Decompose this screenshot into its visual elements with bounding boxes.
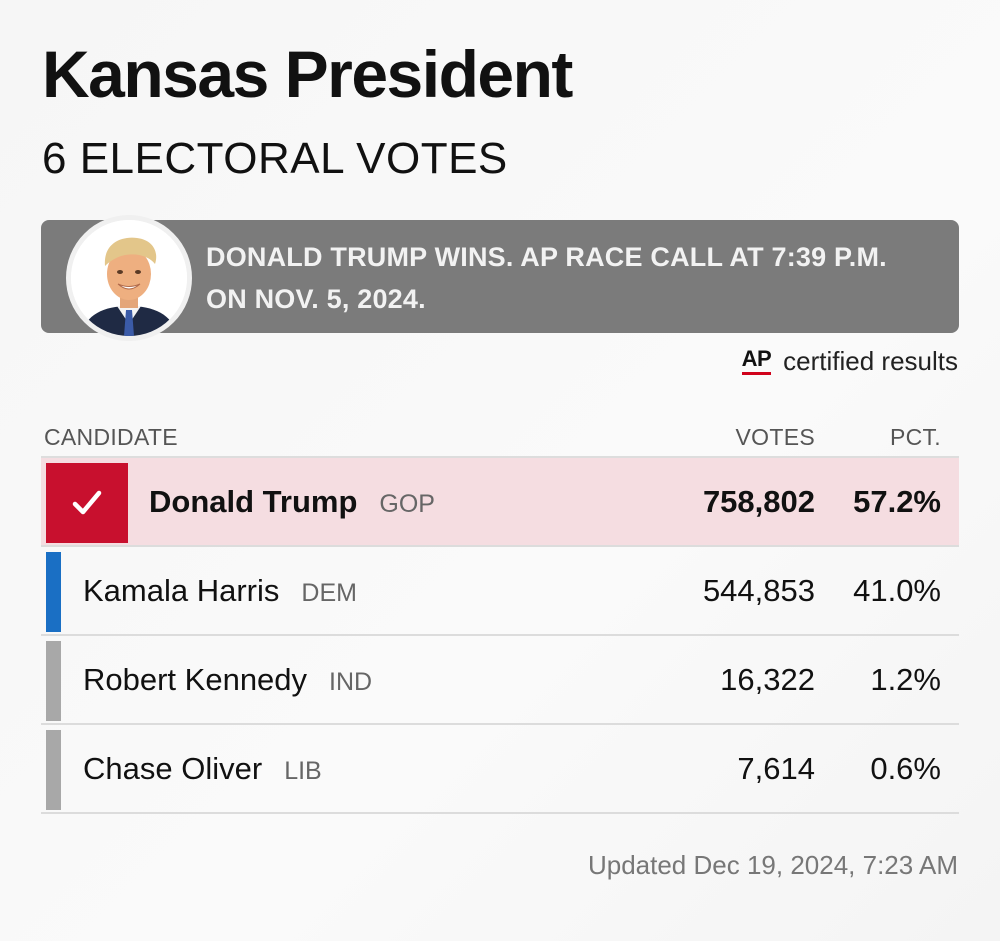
winner-avatar bbox=[66, 215, 192, 341]
party-color-bar bbox=[46, 641, 61, 721]
party-color-bar bbox=[46, 730, 61, 810]
candidate-name: Kamala Harris DEM bbox=[83, 573, 357, 608]
party-color-bar bbox=[46, 552, 61, 632]
vote-percent: 1.2% bbox=[870, 662, 941, 697]
header-pct: PCT. bbox=[889, 424, 941, 450]
party-label: GOP bbox=[379, 490, 435, 518]
candidate-name: Donald Trump GOP bbox=[149, 484, 435, 519]
vote-percent: 0.6% bbox=[870, 751, 941, 786]
candidate-name: Chase Oliver LIB bbox=[83, 751, 322, 786]
race-call-text: DONALD TRUMP WINS. AP RACE CALL AT 7:39 … bbox=[206, 242, 887, 314]
results-table: CANDIDATE VOTES PCT. Donald Trump GOP 758… bbox=[41, 418, 959, 814]
party-label: IND bbox=[329, 668, 373, 696]
vote-count: 7,614 bbox=[737, 751, 815, 786]
table-row: Kamala Harris DEM 544,853 41.0% bbox=[41, 547, 959, 636]
electoral-votes-subtitle: 6 ELECTORAL VOTES bbox=[42, 134, 508, 183]
race-call-banner bbox=[41, 220, 959, 333]
certification-source: AP certified results bbox=[741, 346, 958, 377]
table-header: CANDIDATE VOTES PCT. bbox=[41, 418, 959, 458]
header-votes: VOTES bbox=[735, 424, 815, 450]
table-row: Robert Kennedy IND 16,322 1.2% bbox=[41, 636, 959, 725]
updated-timestamp: Updated Dec 19, 2024, 7:23 AM bbox=[587, 850, 958, 880]
vote-count: 16,322 bbox=[720, 662, 815, 697]
vote-count: 758,802 bbox=[702, 484, 815, 519]
ap-logo-icon: AP bbox=[741, 348, 772, 375]
winner-check-box bbox=[46, 463, 128, 543]
vote-percent: 57.2% bbox=[853, 484, 941, 519]
party-label: LIB bbox=[284, 757, 322, 785]
checkmark-icon bbox=[72, 490, 102, 515]
table-row: Donald Trump GOP 758,802 57.2% bbox=[41, 458, 959, 547]
table-row: Chase Oliver LIB 7,614 0.6% bbox=[41, 725, 959, 814]
vote-count: 544,853 bbox=[702, 573, 815, 608]
header-candidate: CANDIDATE bbox=[44, 424, 178, 450]
page-title: Kansas President bbox=[42, 37, 573, 111]
vote-percent: 41.0% bbox=[853, 573, 941, 608]
candidate-photo-icon bbox=[71, 220, 187, 336]
certified-label: certified results bbox=[783, 346, 958, 376]
party-label: DEM bbox=[301, 579, 357, 607]
candidate-name: Robert Kennedy IND bbox=[83, 662, 373, 697]
